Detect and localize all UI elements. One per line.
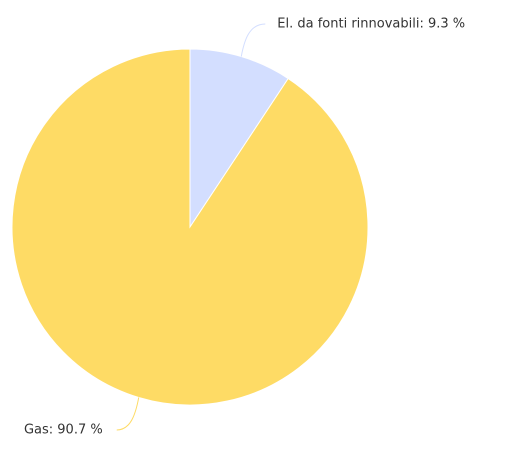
pie-slice bbox=[11, 48, 369, 406]
connector bbox=[116, 397, 140, 431]
connector bbox=[240, 23, 266, 57]
data-label: Gas: 90.7 % bbox=[24, 423, 103, 438]
data-label: El. da fonti rinnovabili: 9.3 % bbox=[277, 16, 465, 31]
